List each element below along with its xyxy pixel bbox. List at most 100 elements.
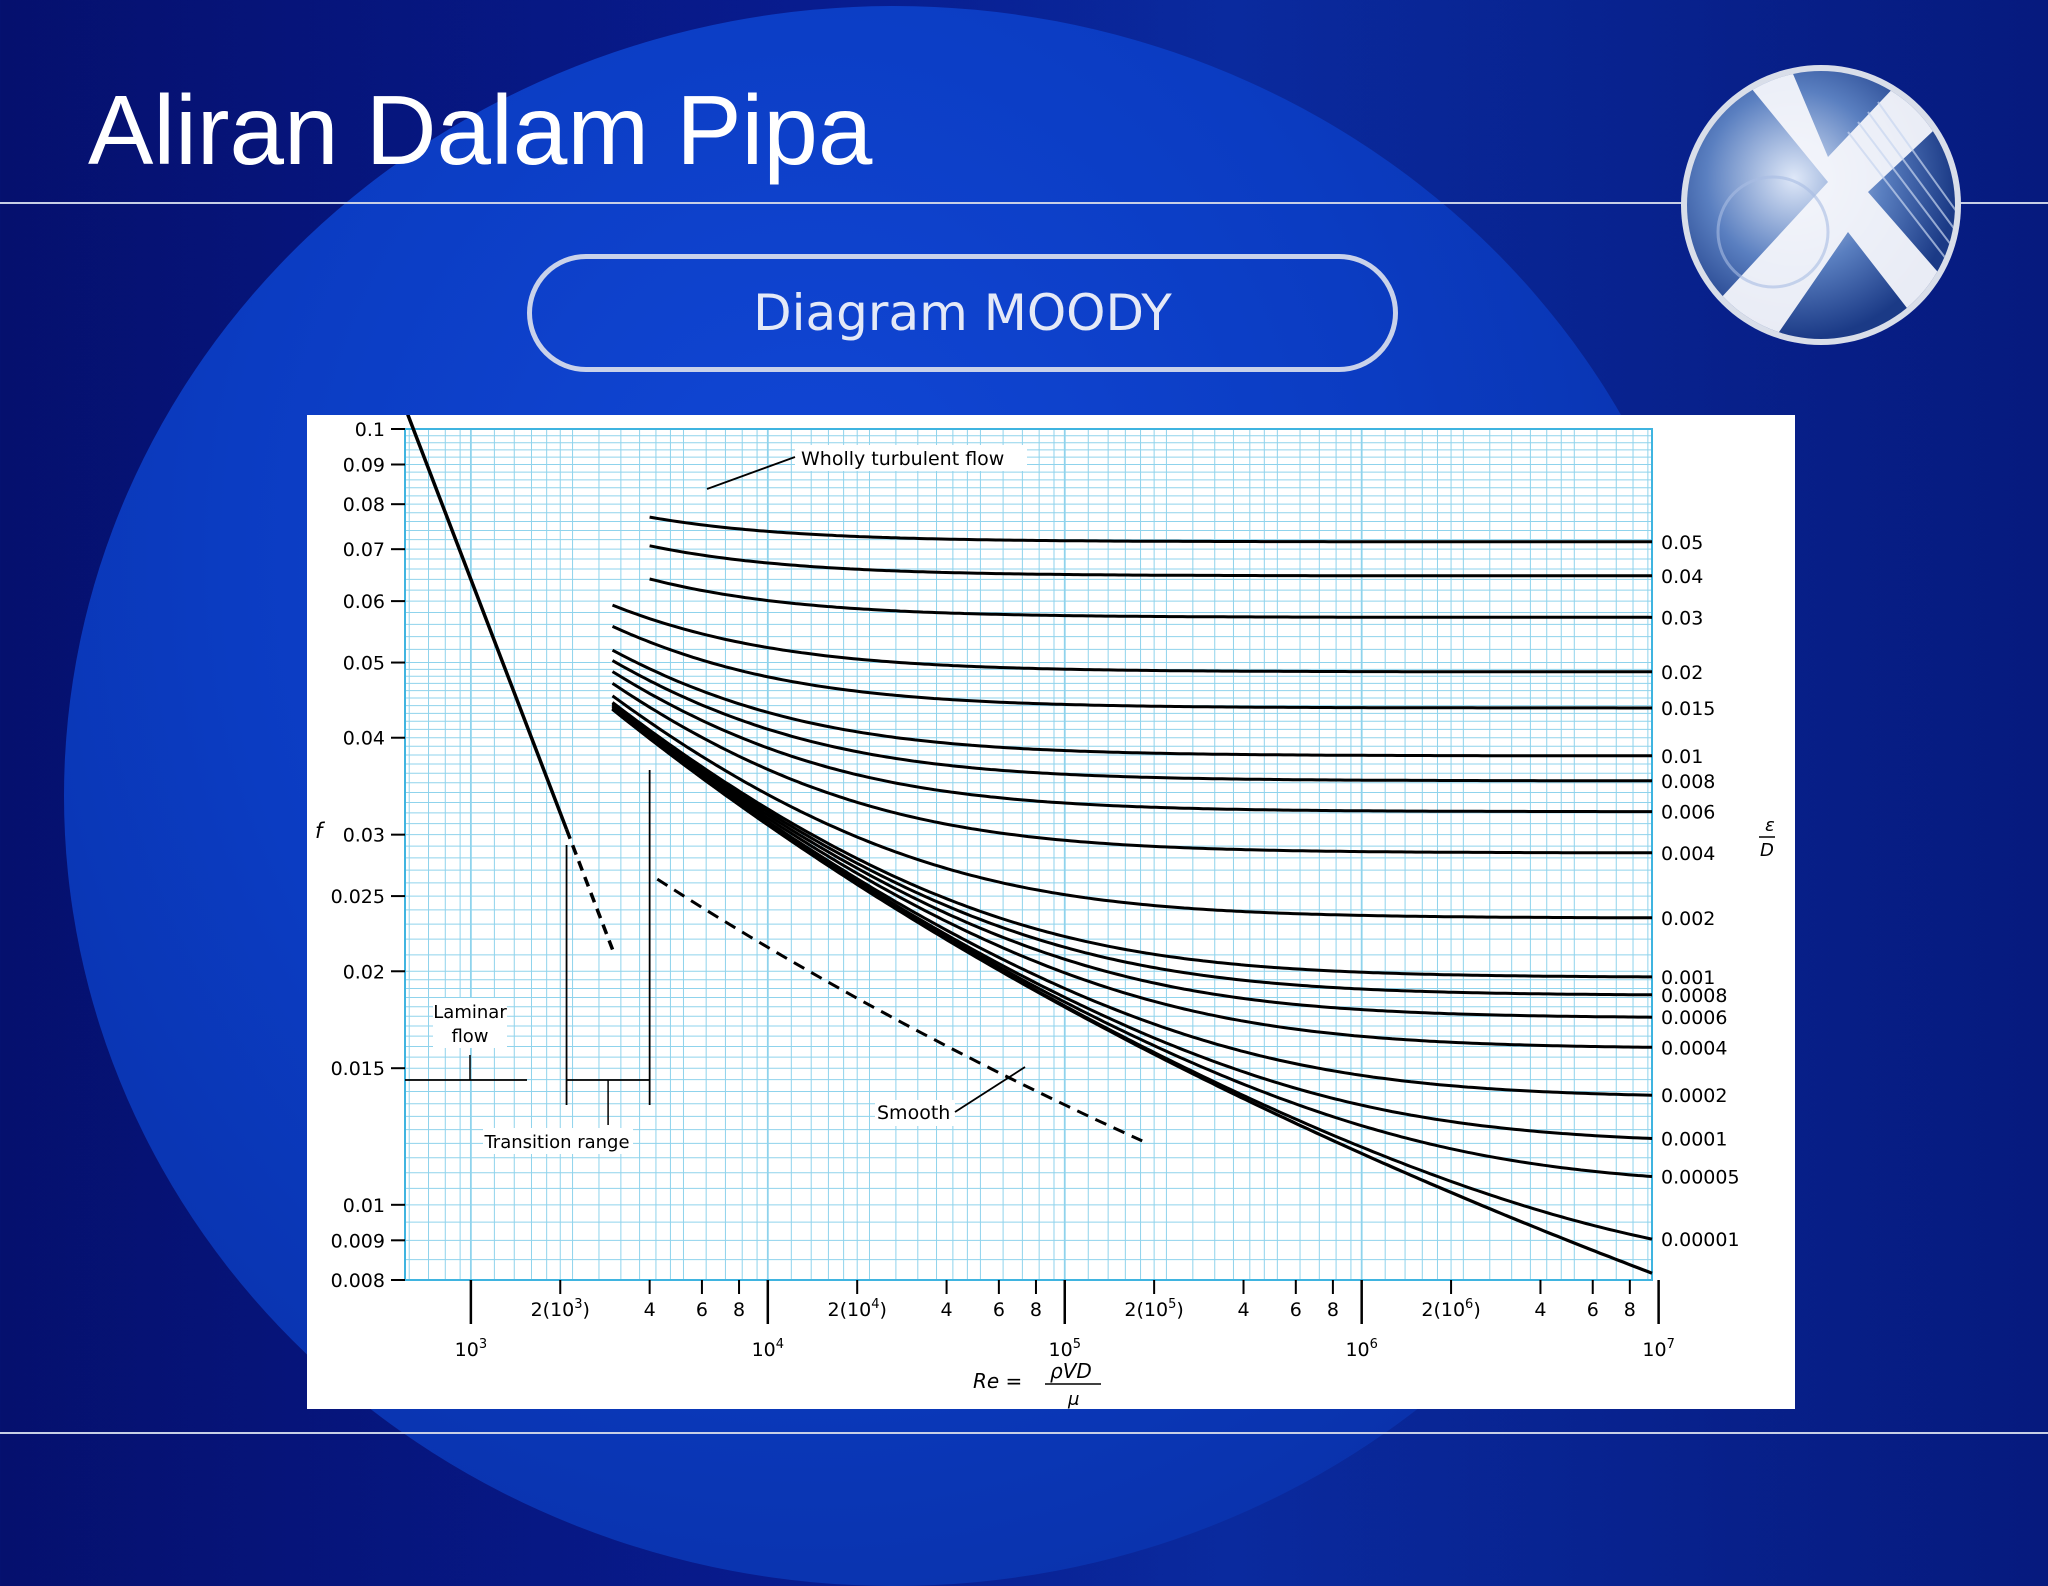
x-tick-label: 8: [1327, 1299, 1339, 1321]
x-tick-label: 2(103): [531, 1297, 590, 1321]
subtitle-text: Diagram MOODY: [753, 284, 1172, 342]
x-tick-label: 6: [1587, 1299, 1599, 1321]
y-tick-label: 0.05: [343, 653, 385, 675]
laminar-line: [403, 406, 569, 830]
x-tick-label: 8: [1624, 1299, 1636, 1321]
transition-label: Transition range: [483, 1132, 629, 1153]
right-axis-label-num: ε: [1765, 815, 1775, 836]
x-tick-label: 6: [696, 1299, 708, 1321]
footer-divider: [0, 1432, 2048, 1434]
roughness-label: 0.00001: [1661, 1229, 1740, 1251]
roughness-label: 0.03: [1661, 607, 1703, 629]
y-tick-label: 0.09: [343, 454, 385, 476]
roughness-label: 0.006: [1661, 802, 1715, 824]
x-tick-label: 2(106): [1421, 1297, 1480, 1321]
laminar-line-dashed: [564, 828, 615, 951]
friction-curve-0_01: [611, 648, 1652, 758]
x-major-label: 104: [752, 1337, 784, 1361]
roughness-label: 0.0008: [1661, 985, 1727, 1007]
y-tick-label: 0.08: [343, 494, 385, 516]
y-tick-label: 0.04: [343, 728, 385, 750]
x-major-label: 103: [455, 1337, 487, 1361]
wholly-turbulent-label: Wholly turbulent flow: [801, 448, 1004, 470]
smooth-pipe-curve: [611, 708, 1653, 1275]
y-tick-label: 0.06: [343, 591, 385, 613]
roughness-label: 0.008: [1661, 771, 1715, 793]
x-major-label: 107: [1642, 1337, 1674, 1361]
roughness-label: 0.001: [1661, 967, 1715, 989]
x-tick-label: 4: [644, 1299, 656, 1321]
roughness-label: 0.01: [1661, 746, 1703, 768]
laminar-label: Laminar: [433, 1002, 507, 1023]
moody-diagram: 0.05 0.04 0.03 0.02 0.015 0.01 0.008 0.006 0.004…: [315, 406, 1775, 1410]
y-tick-label: 0.009: [331, 1230, 385, 1252]
friction-curve-0_0004: [611, 705, 1652, 1049]
y-tick-label: 0.03: [343, 825, 385, 847]
roughness-label: 0.015: [1661, 698, 1715, 720]
plot-frame: [404, 428, 1653, 1281]
x-axis-label-lhs: Re =: [973, 1369, 1022, 1393]
friction-curve-0_0008: [611, 702, 1652, 997]
roughness-label: 0.004: [1661, 843, 1715, 865]
globe-logo: [1681, 65, 1961, 345]
y-tick-label: 0.07: [343, 539, 385, 561]
roughness-label: 0.0006: [1661, 1007, 1727, 1029]
y-tick-label: 0.01: [343, 1195, 385, 1217]
x-tick-label: 2(105): [1124, 1297, 1183, 1321]
friction-curve-0_015: [611, 625, 1652, 710]
x-axis-label-den: μ: [1067, 1389, 1079, 1409]
annotation-bg: [433, 998, 507, 1048]
y-tick-label: 0.02: [343, 961, 385, 983]
smooth-label: Smooth: [877, 1102, 950, 1124]
friction-curve-0_02: [611, 603, 1652, 674]
slide-title: Aliran Dalam Pipa: [88, 75, 873, 185]
axis-labels: 0.05 0.04 0.03 0.02 0.015 0.01 0.008 0.006 0.004…: [315, 419, 1775, 1410]
smooth-arrow: [954, 1066, 1026, 1113]
friction-curve-0_004: [611, 682, 1652, 855]
x-major-label: 105: [1049, 1337, 1081, 1361]
x-tick-label: 8: [733, 1299, 745, 1321]
roughness-curves: [403, 406, 1653, 1275]
x-tick-label: 4: [941, 1299, 953, 1321]
subtitle-box: Diagram MOODY: [527, 254, 1398, 372]
y-tick-label: 0.025: [331, 886, 385, 908]
laminar-label: flow: [451, 1026, 488, 1047]
roughness-label: 0.05: [1661, 532, 1703, 554]
x-major-label: 106: [1345, 1337, 1377, 1361]
x-tick-label: 4: [1534, 1299, 1546, 1321]
x-tick-label: 4: [1237, 1299, 1249, 1321]
moody-chart: 0.05 0.04 0.03 0.02 0.015 0.01 0.008 0.006 0.004…: [307, 406, 1795, 1410]
wholly-turbulent-arrow: [706, 456, 796, 490]
y-axis-label: f: [315, 819, 326, 843]
annotation-bg: [875, 1100, 955, 1126]
friction-curve-0_001: [611, 701, 1652, 979]
right-axis-label-den: D: [1760, 840, 1774, 861]
roughness-label: 0.0001: [1661, 1128, 1727, 1150]
annotation-bg: [795, 445, 1027, 471]
roughness-label: 0.00005: [1661, 1167, 1740, 1189]
x-tick-label: 6: [993, 1299, 1005, 1321]
x-tick-label: 6: [1290, 1299, 1302, 1321]
friction-curve-0_008: [611, 659, 1652, 783]
roughness-label: 0.02: [1661, 662, 1703, 684]
annotations: Wholly turbulent flow Smooth Laminar flow Tr…: [405, 445, 1027, 1154]
roughness-label: 0.0002: [1661, 1085, 1727, 1107]
friction-curve-0_05: [649, 515, 1652, 544]
header-divider: [0, 202, 2048, 204]
y-tick-label: 0.1: [355, 419, 385, 441]
friction-curve-0_0006: [611, 704, 1653, 1019]
roughness-label: 0.04: [1661, 566, 1703, 588]
roughness-label: 0.002: [1661, 908, 1715, 930]
axis-ticks: [391, 428, 1660, 1324]
wholly-turbulent-boundary: [656, 877, 1143, 1143]
friction-curve-0_006: [611, 670, 1652, 814]
y-tick-label: 0.008: [331, 1270, 385, 1292]
friction-curve-0_03: [649, 577, 1653, 619]
annotation-bg: [483, 1128, 633, 1154]
friction-curve-0_04: [649, 544, 1652, 578]
friction-curve-0_002: [611, 694, 1652, 920]
roughness-label: 0.0004: [1661, 1037, 1727, 1059]
y-tick-label: 0.015: [331, 1058, 385, 1080]
x-tick-label: 8: [1030, 1299, 1042, 1321]
x-axis-label-num: ρVD: [1050, 1359, 1092, 1383]
